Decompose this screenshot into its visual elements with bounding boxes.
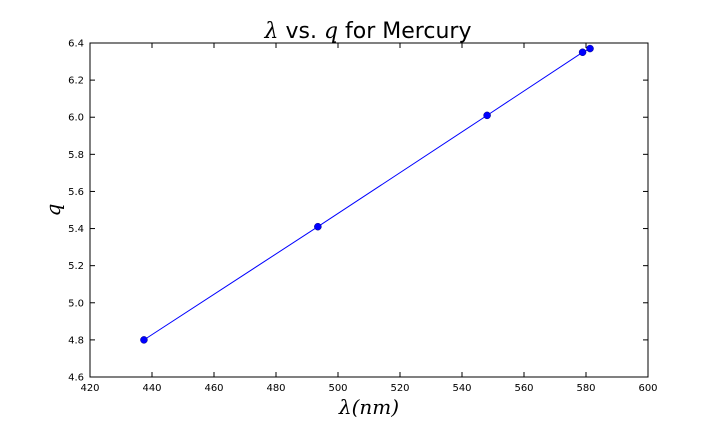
x-tick-label: 600 [638,383,657,394]
y-tick-label: 6.4 [68,39,84,50]
x-tick-label: 480 [266,383,285,394]
x-tick-label: 520 [390,383,409,394]
plot-frame [89,42,649,378]
axis-ticks: 420 440 460 480 500 520 540 560 580 600 4.6 4.8 5.0 5… [68,39,657,395]
y-tick-label: 4.8 [68,335,84,346]
chart-title-suffix: for Mercury [338,19,471,44]
data-point [314,222,322,231]
data-point [586,44,594,53]
y-tick-label: 4.6 [68,373,84,384]
y-tick-label: 5.2 [68,261,84,272]
x-tick-label: 500 [328,383,347,394]
chart-title: λ vs. q for Mercury [264,19,472,44]
data-point [483,111,491,120]
x-tick-label: 540 [452,383,471,394]
x-axis-label: λ(nm) [338,395,399,419]
y-tick-label: 5.0 [68,298,84,309]
x-tick-label: 420 [80,383,99,394]
data-series [140,44,594,344]
y-tick-label: 6.2 [68,76,84,87]
chart-title-q: q [324,19,338,44]
data-point [578,48,587,57]
y-tick-label: 5.8 [68,150,84,161]
y-tick-label: 5.6 [68,187,84,198]
series-line [143,48,591,341]
y-tick-label: 5.4 [68,224,84,235]
y-axis-label: q [41,204,65,217]
x-tick-label: 580 [576,383,595,394]
chart-title-lambda: λ [264,19,279,44]
y-tick-label: 6.0 [68,113,84,124]
x-tick-label: 560 [514,383,533,394]
x-tick-label: 460 [204,383,223,394]
chart-title-vs: vs. [278,19,323,44]
data-point [140,336,148,344]
x-tick-label: 440 [142,383,161,394]
